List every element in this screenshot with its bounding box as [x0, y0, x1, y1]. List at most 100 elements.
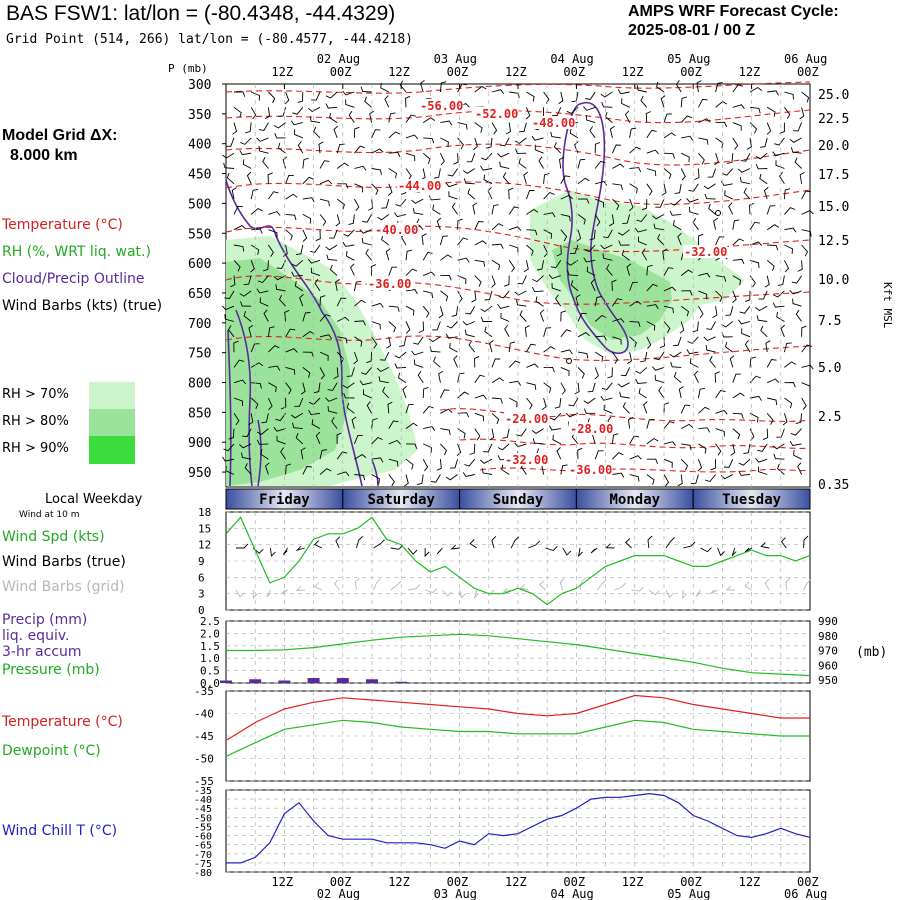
- wind-barb: [575, 294, 581, 307]
- wind-barb: [337, 471, 350, 477]
- wind-barb: [315, 431, 321, 445]
- wind-barb: [422, 152, 431, 164]
- wind-barb: [560, 382, 566, 395]
- wind-barb: [333, 367, 339, 380]
- wind-barb: [342, 241, 355, 247]
- contour-label-bg: [683, 245, 728, 258]
- wind-barb: [749, 356, 756, 368]
- wind-barb: [337, 336, 348, 344]
- wind-barb: [233, 413, 240, 426]
- wind-barb-grid: [764, 578, 770, 591]
- rh-80-swatch: [89, 409, 135, 436]
- wind-barb: [570, 280, 579, 292]
- wind-barb: [543, 173, 550, 184]
- wind-barb: [590, 278, 596, 292]
- wind-barb: [353, 126, 360, 138]
- wind-barb: [412, 208, 424, 215]
- wind-barb: [629, 435, 640, 445]
- wind-barb: [698, 443, 707, 454]
- wind-barb: [453, 355, 459, 368]
- wind-barb: [474, 374, 485, 383]
- wind-barb: [612, 351, 619, 364]
- wind-barb: [801, 325, 807, 337]
- wind-barb: [462, 168, 476, 174]
- wind-barb: [618, 240, 630, 246]
- contour-label-bg: [504, 453, 549, 466]
- wind-barb: [325, 244, 338, 251]
- precip-bar: [220, 680, 232, 683]
- temperature-contour-label: -52.00: [475, 107, 518, 121]
- top-hour-label: 00Z: [447, 65, 469, 79]
- wind-barb: [250, 107, 257, 120]
- wind-barb: [433, 168, 441, 179]
- wind-barb: [673, 220, 682, 231]
- wind-barb: [759, 173, 768, 185]
- wind-barb: [789, 289, 802, 295]
- wind-barb: [677, 232, 682, 246]
- precip-bar: [307, 678, 320, 683]
- wind-barb: [766, 106, 776, 117]
- wind-barb: [310, 267, 321, 277]
- wind-barb: [776, 428, 785, 438]
- wind-barb: [715, 389, 726, 399]
- wind-barb-true: [528, 540, 541, 549]
- wind-barb: [636, 214, 648, 223]
- wind-barb: [646, 129, 657, 139]
- wind-barb: [297, 141, 304, 154]
- legend-temperature: Temperature (°C): [2, 217, 123, 233]
- wind-barb: [491, 377, 504, 384]
- wind-barb: [250, 362, 264, 368]
- wind-barb: [626, 263, 632, 276]
- wind-barb-true: [236, 543, 249, 549]
- wind-barb: [612, 198, 620, 211]
- temperature-contour: [225, 181, 811, 205]
- rh-90-swatch: [89, 436, 135, 464]
- wind-barb: [577, 351, 589, 359]
- wind-barb: [680, 305, 690, 317]
- wind-barb: [526, 343, 536, 353]
- contour-label-bg: [569, 422, 614, 435]
- wind-barb: [749, 122, 758, 134]
- wind-barb: [384, 95, 390, 108]
- wind-barb: [732, 392, 745, 399]
- wind-barb: [364, 96, 372, 108]
- wind-barb: [267, 172, 273, 184]
- wind-barb: [661, 183, 667, 196]
- wind-barb: [501, 464, 510, 475]
- wind-barb: [394, 351, 407, 359]
- wind-barb: [594, 160, 606, 169]
- pressure-tick-label: 750: [188, 347, 211, 362]
- wind-barbs-true-label: Wind Barbs (true): [2, 554, 126, 570]
- wind-barb: [732, 373, 741, 383]
- wind-barb: [673, 371, 682, 384]
- wind-barb: [268, 345, 280, 353]
- precip-tick-label: 1.0: [200, 652, 220, 665]
- wind-barb: [268, 191, 279, 200]
- wind-barb: [337, 183, 349, 189]
- wind-barb: [248, 324, 254, 337]
- wind-barb: [248, 413, 254, 426]
- pressure-tick-label: 500: [188, 197, 211, 212]
- wind-barb-grid: [725, 585, 735, 591]
- wind-barb: [732, 84, 744, 93]
- wind-barb: [697, 233, 704, 246]
- wind-barb: [346, 251, 355, 261]
- wind-barb: [240, 301, 252, 307]
- wind-barb: [654, 351, 665, 361]
- wind-barb: [295, 244, 304, 256]
- wind-barb: [388, 420, 399, 429]
- wind-barb: [629, 281, 638, 292]
- wind-barb: [619, 391, 630, 399]
- cloud-outline: [227, 329, 232, 487]
- wind-barb: [762, 428, 769, 441]
- temperature-contour: [225, 275, 811, 305]
- bottom-hour-label: 12Z: [739, 875, 761, 889]
- wind-tick-label: 12: [198, 539, 211, 552]
- pressure-tick-label: 650: [188, 287, 211, 302]
- wind-barb: [782, 413, 788, 426]
- wind-barb: [577, 198, 590, 204]
- wind-barb: [223, 162, 235, 169]
- wind-barb: [397, 372, 407, 384]
- wind-barb: [531, 135, 544, 141]
- wind-barb: [627, 352, 633, 364]
